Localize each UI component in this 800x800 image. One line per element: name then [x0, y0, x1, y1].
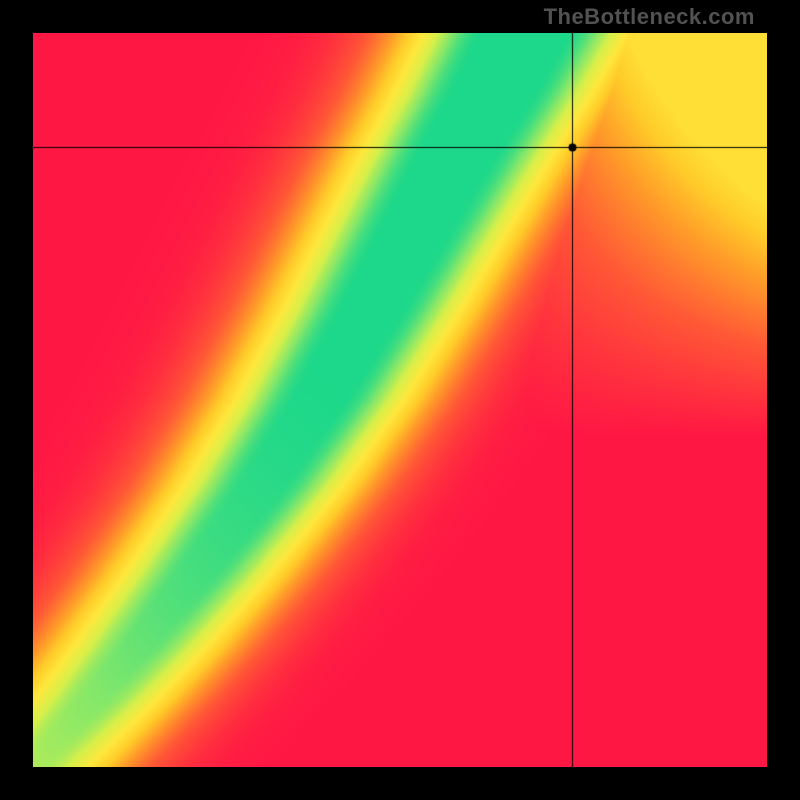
heatmap-plot — [33, 33, 767, 767]
heatmap-canvas — [33, 33, 767, 767]
watermark-text: TheBottleneck.com — [544, 4, 755, 30]
